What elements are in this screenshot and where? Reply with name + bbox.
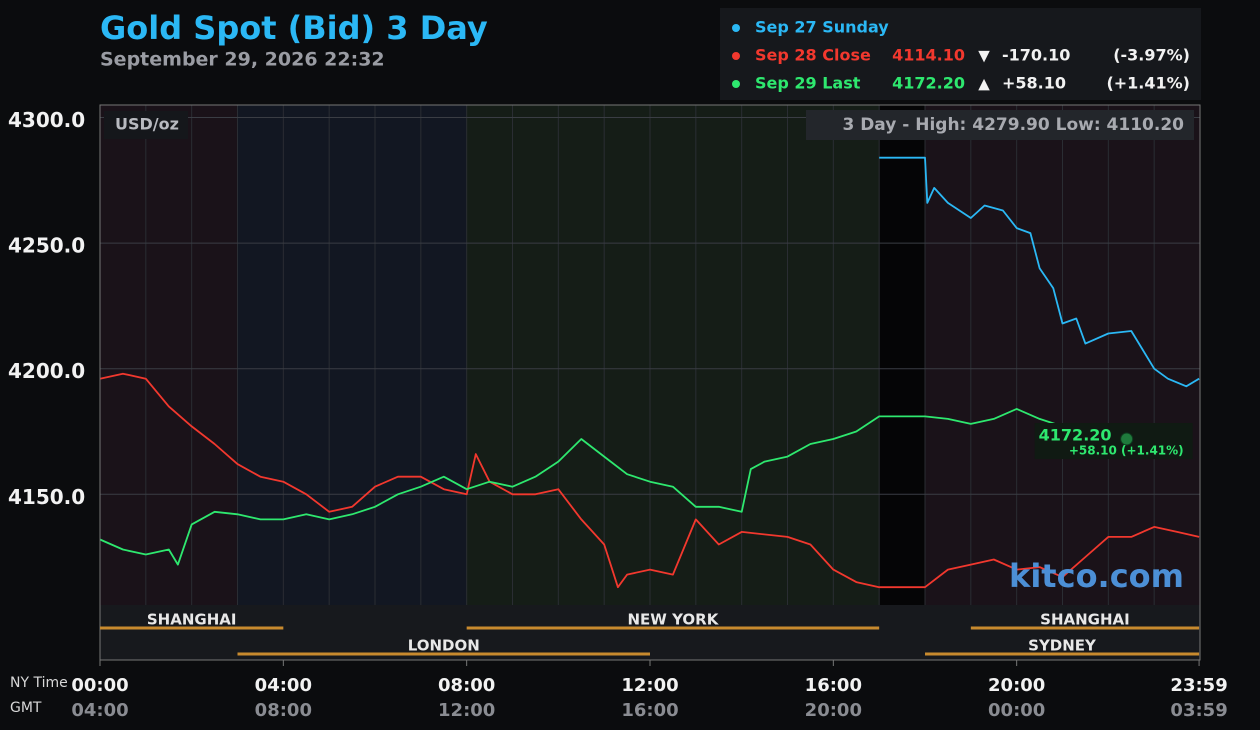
session-shade <box>466 105 879 605</box>
x-tick-label: 16:00 <box>805 675 862 696</box>
series-line <box>879 156 1200 388</box>
watermark: kitco.com <box>1009 557 1184 595</box>
legend-label: Sep 29 Last <box>755 74 861 93</box>
x-tick-label: 23:59 <box>1170 675 1227 696</box>
session-band <box>100 605 1200 660</box>
grid <box>99 105 1200 666</box>
x2-tick-label: 20:00 <box>805 700 862 721</box>
plot-frame <box>99 104 1201 661</box>
stats: 3 Day - High: 4279.90 Low: 4110.20 <box>842 115 1184 135</box>
session-shade <box>237 105 466 605</box>
legend-dot <box>732 52 740 60</box>
legend-dot <box>732 80 740 88</box>
x2-tick-label: 04:00 <box>71 700 128 721</box>
session-label: SYDNEY <box>1028 637 1097 655</box>
x-tick-label: 20:00 <box>988 675 1045 696</box>
session-label: SHANGHAI <box>1040 611 1130 629</box>
legend-dot <box>732 24 740 32</box>
x2-row-label: GMT <box>10 700 42 716</box>
legend-label: Sep 27 Sunday <box>755 18 889 37</box>
legend-arrow: ▲ <box>978 75 990 93</box>
x-tick-label: 04:00 <box>255 675 312 696</box>
legend-change: +58.10 <box>1002 74 1066 93</box>
legend-pct: (-3.97%) <box>1113 46 1190 65</box>
session-shade <box>879 105 925 660</box>
legend-label: Sep 28 Close <box>755 46 871 65</box>
legend-arrow: ▼ <box>978 47 990 65</box>
x-tick-label: 12:00 <box>621 675 678 696</box>
x-tick-label: 08:00 <box>438 675 495 696</box>
session-label: SHANGHAI <box>147 611 237 629</box>
x2-tick-label: 08:00 <box>255 700 312 721</box>
session-label: LONDON <box>408 637 480 655</box>
chart-title: Gold Spot (Bid) 3 Day <box>100 9 488 47</box>
overlay: SHANGHAI NEW YORK SHANGHAI LONDON SYDNEY 4172… <box>100 423 1200 656</box>
legend-price: 4172.20 <box>892 74 965 93</box>
y-tick-label: 4150.0 <box>8 485 85 509</box>
legend-box <box>720 8 1201 100</box>
legend-pct: (+1.41%) <box>1106 74 1190 93</box>
last-box <box>1034 423 1193 460</box>
legend-price: 4114.10 <box>892 46 965 65</box>
y-tick-label: 4250.0 <box>8 234 85 258</box>
x2-tick-label: 12:00 <box>438 700 495 721</box>
last-change: +58.10 (+1.41%) <box>1069 444 1184 458</box>
session-shade <box>100 105 237 605</box>
session-label: NEW YORK <box>628 611 720 629</box>
legend-change: -170.10 <box>1002 46 1070 65</box>
x2-tick-label: 16:00 <box>621 700 678 721</box>
x2-tick-label: 00:00 <box>988 700 1045 721</box>
unit-box <box>104 111 188 139</box>
y-tick-label: 4200.0 <box>8 359 85 383</box>
subtitle: September 29, 2026 22:32 <box>100 49 385 71</box>
last-dot <box>1120 432 1134 446</box>
x-row-label: NY Time <box>10 675 68 691</box>
y-tick-label: 4300.0 <box>8 108 85 132</box>
unit-label: USD/oz <box>115 115 179 134</box>
last-price: 4172.20 <box>1039 426 1112 445</box>
x-tick-label: 00:00 <box>71 675 128 696</box>
stats-box <box>806 110 1194 140</box>
series-line <box>99 372 1200 589</box>
x2-tick-label: 03:59 <box>1170 700 1227 721</box>
